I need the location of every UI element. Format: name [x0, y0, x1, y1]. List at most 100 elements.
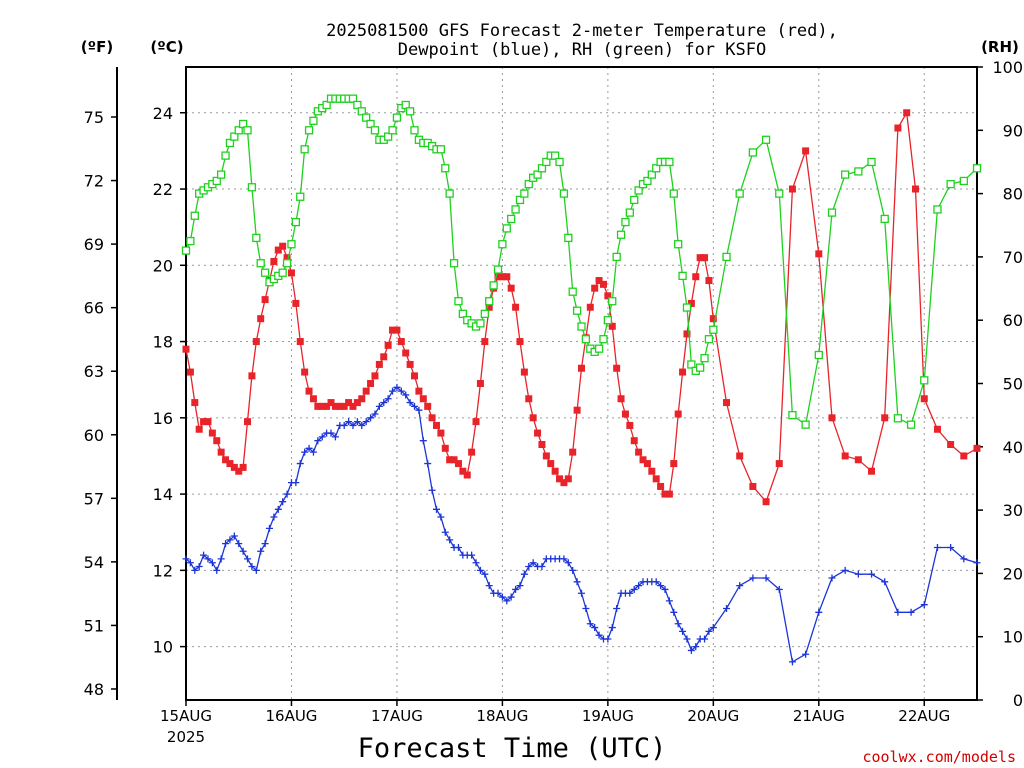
- temperature-point: [323, 402, 331, 410]
- rh-point: [217, 170, 226, 179]
- dewpoint-point: [960, 555, 968, 563]
- dewpoint-point: [868, 570, 876, 578]
- dewpoint-point: [573, 578, 581, 586]
- temperature-point: [608, 322, 616, 330]
- temperature-point: [802, 147, 810, 155]
- temperature-point: [709, 315, 717, 323]
- rh-tick-label: 20: [1003, 564, 1023, 583]
- dewpoint-point: [538, 563, 546, 571]
- rh-point: [594, 344, 604, 353]
- rh-point: [709, 325, 718, 334]
- rh-point: [392, 113, 402, 122]
- rh-point: [550, 151, 560, 160]
- temperature-point: [525, 395, 533, 403]
- dewpoint-point: [723, 604, 731, 612]
- temperature-point: [648, 467, 656, 475]
- dewpoint-point: [476, 566, 484, 574]
- dewpoint-point: [485, 582, 493, 590]
- temperature-point: [604, 292, 612, 300]
- dewpoint-point: [375, 402, 383, 410]
- temperature-point: [920, 395, 928, 403]
- rh-tick-label: 100: [992, 58, 1023, 77]
- temperature-point: [815, 250, 823, 258]
- rh-point: [537, 164, 547, 173]
- rh-point: [348, 94, 358, 103]
- temperature-point: [630, 437, 638, 445]
- rh-point: [362, 113, 371, 122]
- dewpoint-point: [687, 646, 695, 654]
- rh-tick-label: 50: [1003, 375, 1023, 394]
- rh-point: [260, 268, 270, 277]
- dewpoint-point: [424, 460, 432, 468]
- rh-point: [814, 350, 823, 360]
- rh-tick-label: 80: [1003, 185, 1023, 204]
- fahrenheit-tick-label: 60: [84, 426, 104, 445]
- temperature-point: [679, 368, 687, 376]
- dewpoint-point: [446, 536, 454, 544]
- temperature-point: [516, 338, 524, 346]
- temperature-point: [358, 395, 366, 403]
- dewpoint-point: [389, 387, 397, 395]
- dewpoint-point: [353, 418, 361, 426]
- dewpoint-point: [802, 650, 810, 658]
- rh-point: [665, 157, 674, 167]
- dewpoint-point: [252, 566, 260, 574]
- rh-point: [256, 259, 265, 268]
- temperature-point: [441, 444, 449, 452]
- celsius-tick-label: 14: [153, 485, 173, 504]
- temperature-point: [591, 284, 599, 292]
- rh-point: [678, 271, 687, 281]
- rh-point: [788, 410, 797, 420]
- dewpoint-point: [428, 486, 436, 494]
- temperature-point: [468, 448, 476, 456]
- temperature-point: [507, 284, 515, 292]
- dewpoint-point: [815, 608, 823, 616]
- dewpoint-point: [437, 513, 445, 521]
- dewpoint-point: [626, 589, 634, 597]
- temperature-point: [639, 456, 647, 464]
- dewpoint-point: [578, 589, 585, 597]
- series-rh: [181, 94, 982, 429]
- temperature-point: [424, 402, 432, 410]
- temperature-point: [301, 368, 309, 376]
- rh-point: [893, 414, 903, 423]
- dewpoint-point: [345, 418, 353, 426]
- dewpoint-point: [683, 635, 691, 643]
- rh-point: [612, 252, 621, 262]
- temperature-point: [617, 395, 625, 403]
- dewpoint-point: [419, 437, 427, 445]
- rh-point: [388, 126, 397, 135]
- temperature-point: [380, 353, 388, 361]
- rh-tick-label: 30: [1003, 501, 1023, 520]
- temperature-point: [705, 277, 713, 285]
- temperature-point: [476, 380, 484, 387]
- rh-tick-label: 0: [1013, 691, 1023, 710]
- temperature-point: [186, 368, 194, 376]
- credit-link[interactable]: coolwx.com/models: [862, 748, 1016, 766]
- temperature-point: [868, 467, 876, 475]
- dewpoint-point: [296, 460, 304, 468]
- temperature-point: [375, 360, 383, 368]
- dewpoint-point: [775, 585, 783, 593]
- rh-point: [498, 240, 507, 249]
- rh-point: [643, 176, 652, 186]
- celsius-tick-label: 12: [153, 561, 173, 580]
- dewpoint-point: [204, 555, 212, 563]
- x-tick-label: 17AUG: [371, 707, 423, 725]
- temperature-point: [933, 425, 941, 433]
- dewpoint-point: [933, 543, 941, 551]
- temperature-point: [701, 254, 709, 262]
- rh-tick-label: 90: [1003, 121, 1023, 140]
- dewpoint-point: [762, 574, 770, 582]
- rh-point: [238, 119, 248, 129]
- dewpoint-point: [274, 505, 282, 513]
- fahrenheit-axis-unit: (ºF): [81, 38, 113, 56]
- temperature-point: [564, 475, 572, 483]
- dewpoint-point: [586, 620, 594, 628]
- temperature-point: [626, 421, 634, 429]
- temperature-point: [428, 414, 436, 422]
- temperature-point: [274, 246, 282, 254]
- temperature-point: [894, 124, 902, 132]
- rh-point: [507, 214, 516, 224]
